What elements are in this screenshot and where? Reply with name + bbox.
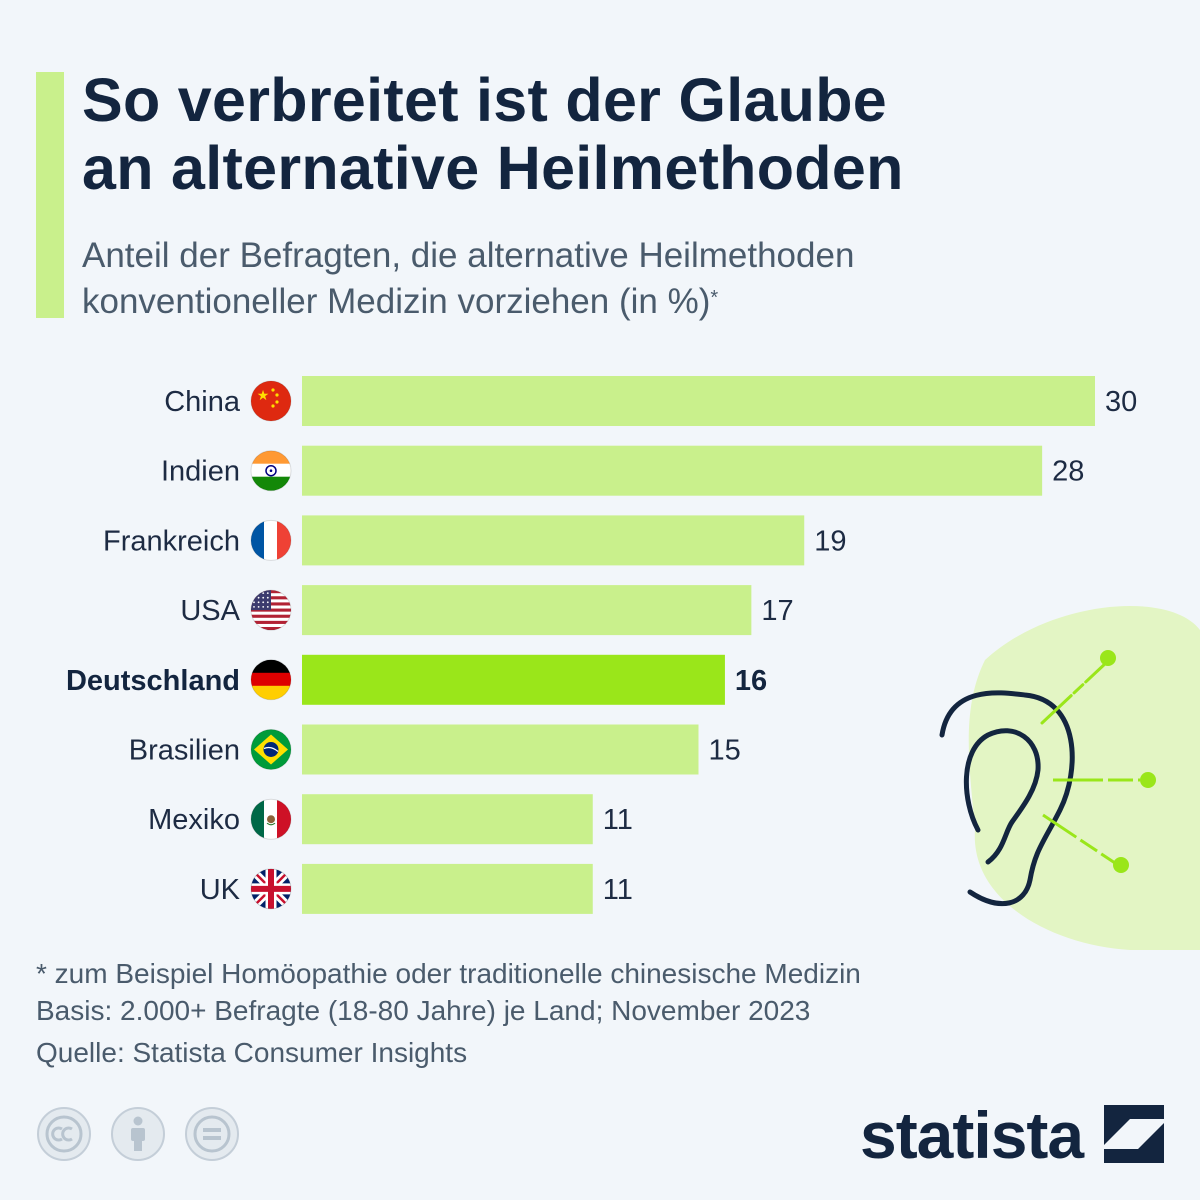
category-label: Brasilien [129,735,240,767]
mexico-flag-icon [250,798,292,840]
bar [302,585,752,636]
bar-row-mexiko: Mexiko 11 [148,794,633,845]
category-label: Frankreich [103,525,240,557]
bar-row-indien: Indien 28 [161,445,1084,496]
germany-flag-icon [250,659,292,701]
brazil-flag-icon [250,729,292,770]
value-label: 19 [814,525,846,557]
svg-text:★: ★ [257,388,270,404]
value-label: 17 [761,595,793,627]
bar [302,515,805,566]
title-line-1: So verbreitet ist der Glaube [82,66,888,134]
bar-row-china: China ★ 30 [164,376,1137,426]
category-label: China [164,386,241,418]
bar [302,376,1095,426]
value-label: 30 [1105,386,1137,418]
subtitle-footnote-marker: * [710,287,719,309]
chart-title: So verbreitet ist der Glaube an alternat… [82,66,1182,202]
category-label: USA [180,595,240,627]
bar-row-frankreich: Frankreich 19 [103,515,846,566]
bar [302,724,699,775]
no-derivatives-icon[interactable] [184,1106,240,1162]
bar [302,794,593,845]
bar-row-uk: UK 11 [200,863,633,914]
value-label: 11 [603,804,633,836]
subtitle-line-2: konventioneller Medizin vorziehen (in %)… [82,279,1182,325]
ear-acupuncture-icon [939,606,1200,950]
category-label: UK [200,874,241,906]
value-label: 16 [735,665,767,697]
license-icons [36,1106,246,1162]
value-label: 28 [1052,456,1084,488]
chart-subtitle: Anteil der Befragten, die alternative He… [82,233,1182,325]
uk-flag-icon [250,868,292,910]
title-line-2: an alternative Heilmethoden [82,134,904,202]
china-flag-icon: ★ [250,380,292,422]
bar [302,863,593,914]
footnote-note: * zum Beispiel Homöopathie oder traditio… [36,958,861,989]
category-label: Mexiko [148,804,240,836]
subtitle-line-2-text: konventioneller Medizin vorziehen (in %) [82,282,711,321]
attribution-icon[interactable] [110,1106,166,1162]
value-label: 11 [603,874,633,906]
subtitle-line-1: Anteil der Befragten, die alternative He… [82,236,855,275]
bar-row-deutschland: Deutschland 16 [66,654,767,705]
title-accent-bar [36,72,64,318]
bar [302,445,1043,496]
brand-name: statista [860,1098,1084,1172]
cc-icon[interactable] [36,1106,92,1162]
value-label: 15 [709,735,741,767]
usa-flag-icon [250,589,292,631]
footnote-basis: Basis: 2.000+ Befragte (18-80 Jahre) je … [36,995,811,1026]
france-flag-icon [250,519,292,561]
footnotes: * zum Beispiel Homöopathie oder traditio… [36,955,1156,1071]
category-label: Deutschland [66,665,240,697]
statista-logo[interactable]: statista [860,1095,1170,1175]
statista-logo-icon [1104,1105,1164,1163]
bar [302,654,725,705]
bar-row-brasilien: Brasilien 15 [129,724,741,775]
india-flag-icon [250,450,292,492]
footnote-source: Quelle: Statista Consumer Insights [36,1037,468,1068]
bar-row-usa: USA 17 [180,585,794,636]
category-label: Indien [161,456,240,488]
